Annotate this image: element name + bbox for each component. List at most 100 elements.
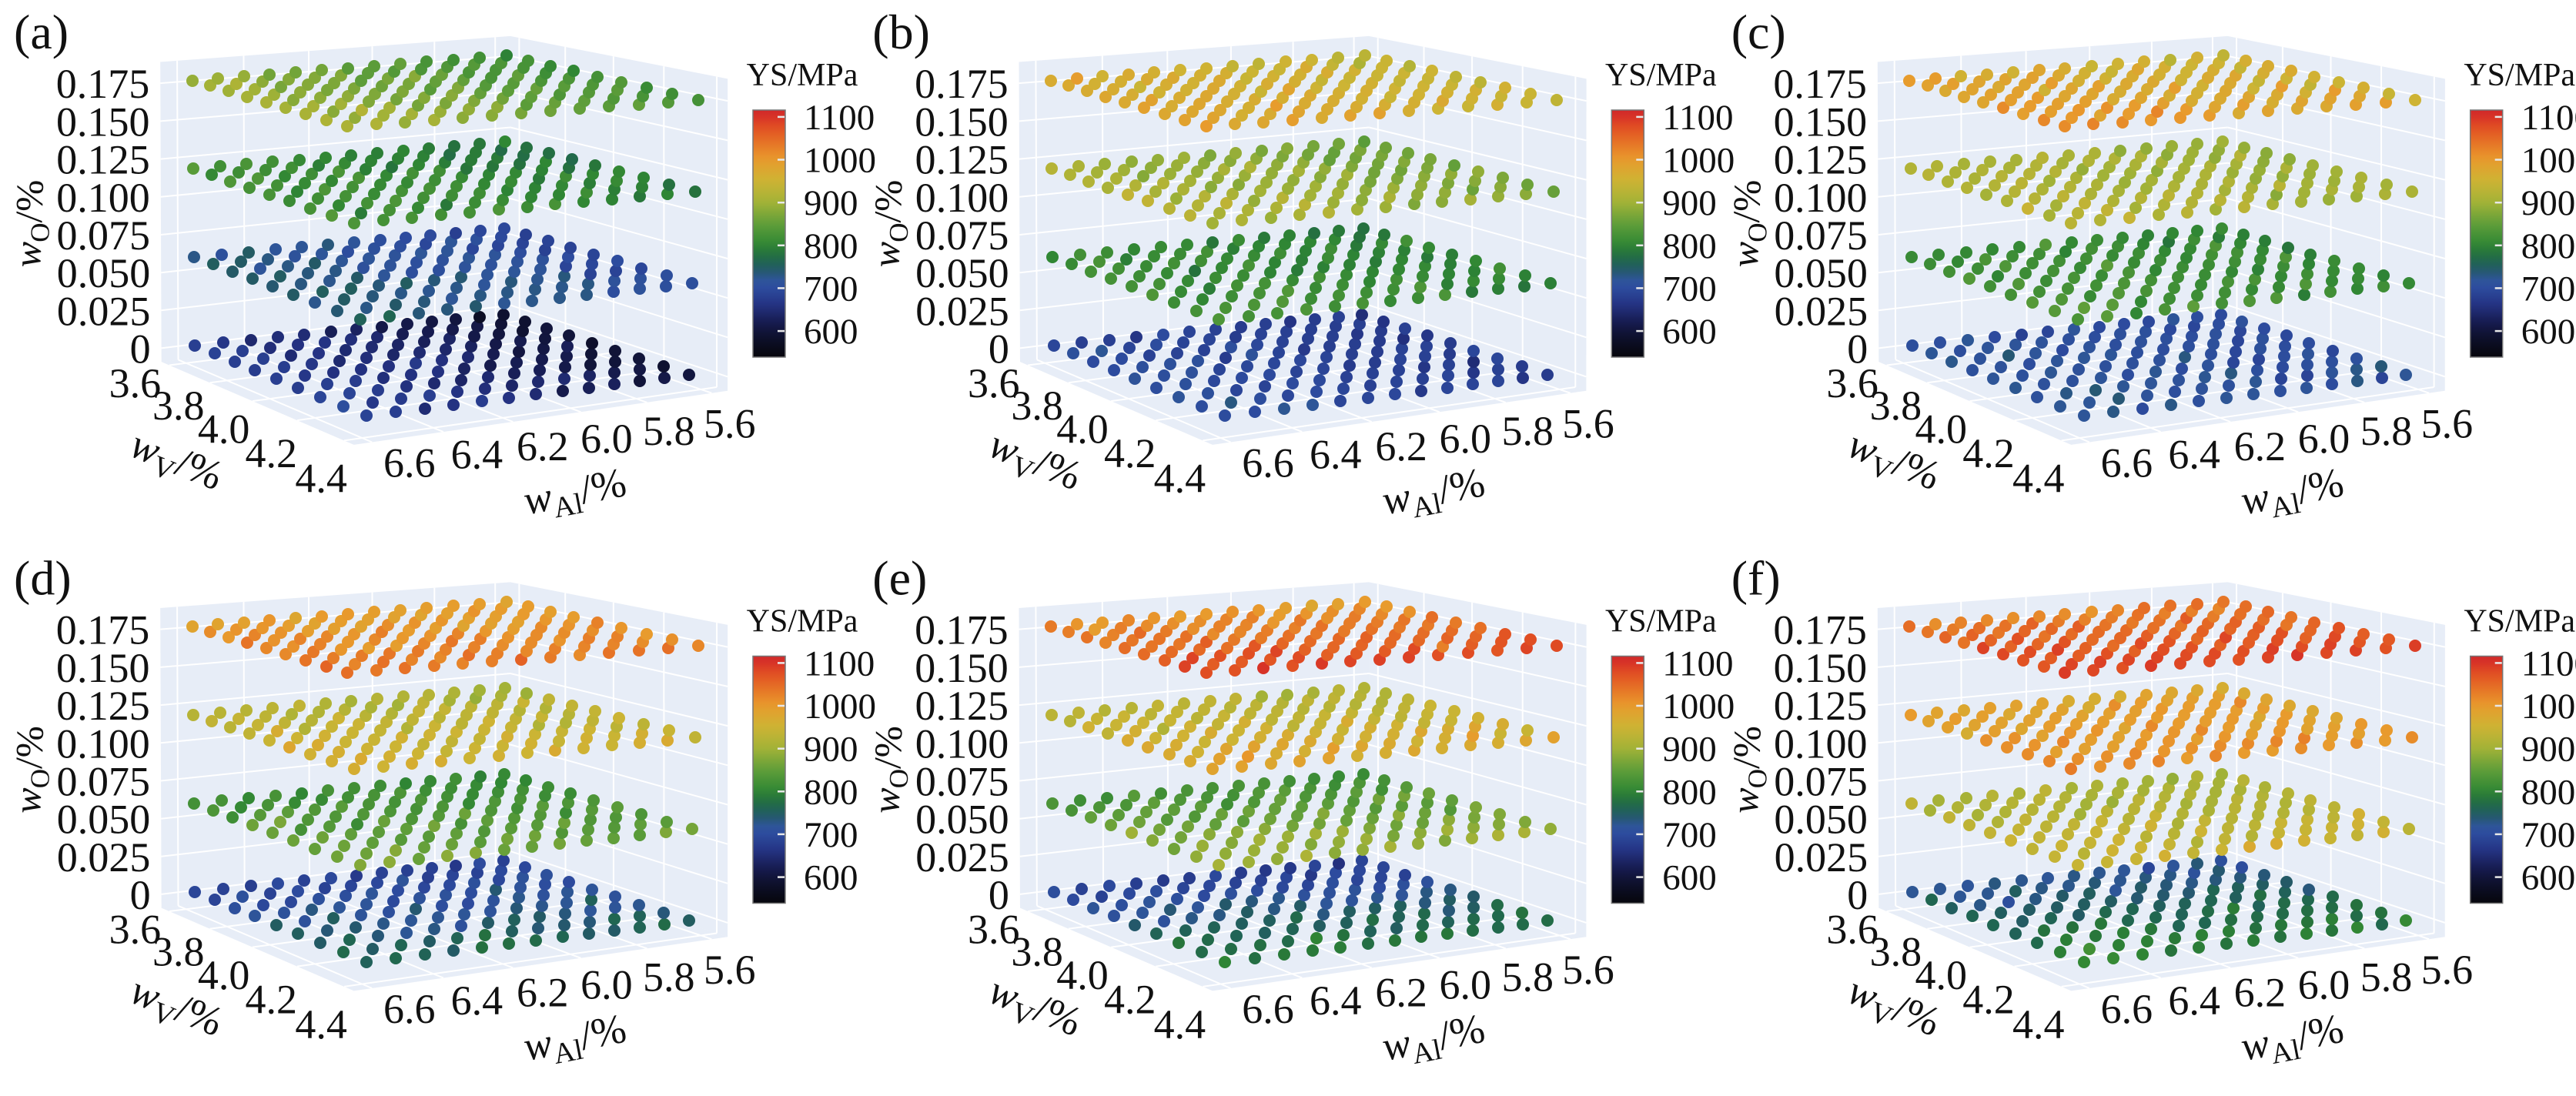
svg-text:0.125: 0.125 bbox=[915, 683, 1009, 729]
svg-text:4.0: 4.0 bbox=[1056, 952, 1109, 998]
svg-text:0.125: 0.125 bbox=[1774, 683, 1868, 729]
svg-text:3.6: 3.6 bbox=[109, 906, 162, 952]
svg-text:5.6: 5.6 bbox=[704, 400, 756, 446]
svg-text:6.6: 6.6 bbox=[2101, 440, 2153, 486]
svg-text:600: 600 bbox=[1662, 858, 1717, 898]
svg-text:4.4: 4.4 bbox=[295, 1001, 347, 1048]
svg-text:(a): (a) bbox=[14, 5, 69, 59]
svg-text:0: 0 bbox=[130, 872, 151, 918]
svg-text:0.125: 0.125 bbox=[915, 137, 1009, 183]
svg-text:0.100: 0.100 bbox=[915, 720, 1009, 767]
svg-text:5.8: 5.8 bbox=[643, 408, 695, 454]
svg-text:900: 900 bbox=[1662, 183, 1717, 223]
svg-text:(b): (b) bbox=[872, 5, 930, 59]
svg-text:6.6: 6.6 bbox=[383, 440, 436, 486]
svg-text:3.6: 3.6 bbox=[968, 906, 1020, 952]
svg-text:3.8: 3.8 bbox=[1011, 383, 1063, 429]
svg-text:0.175: 0.175 bbox=[56, 61, 150, 107]
svg-text:3.8: 3.8 bbox=[152, 929, 205, 975]
svg-text:0.100: 0.100 bbox=[1774, 175, 1868, 221]
svg-text:0.075: 0.075 bbox=[57, 759, 151, 805]
svg-text:700: 700 bbox=[804, 269, 858, 309]
svg-text:4.2: 4.2 bbox=[1962, 976, 2015, 1022]
svg-text:5.6: 5.6 bbox=[2421, 947, 2474, 993]
svg-text:5.8: 5.8 bbox=[1501, 408, 1554, 454]
svg-text:0.125: 0.125 bbox=[1774, 137, 1868, 183]
svg-text:6.2: 6.2 bbox=[2234, 970, 2287, 1016]
svg-text:5.8: 5.8 bbox=[2360, 408, 2413, 454]
svg-text:4.4: 4.4 bbox=[2012, 1001, 2065, 1048]
svg-text:0.100: 0.100 bbox=[56, 175, 150, 221]
svg-text:800: 800 bbox=[2521, 226, 2576, 266]
svg-text:600: 600 bbox=[804, 858, 858, 898]
svg-text:0.075: 0.075 bbox=[1774, 759, 1868, 805]
svg-text:0.050: 0.050 bbox=[1774, 797, 1868, 843]
svg-text:0.150: 0.150 bbox=[1774, 645, 1868, 691]
svg-text:0: 0 bbox=[989, 326, 1009, 372]
svg-text:0.075: 0.075 bbox=[57, 212, 151, 259]
svg-text:0.150: 0.150 bbox=[56, 645, 150, 691]
svg-text:1000: 1000 bbox=[804, 687, 876, 727]
svg-text:3.6: 3.6 bbox=[1826, 906, 1878, 952]
svg-text:6.0: 6.0 bbox=[2298, 961, 2350, 1007]
svg-text:0.150: 0.150 bbox=[56, 99, 150, 145]
svg-text:5.6: 5.6 bbox=[704, 947, 756, 993]
svg-text:0.150: 0.150 bbox=[915, 99, 1009, 145]
svg-text:900: 900 bbox=[2521, 730, 2576, 770]
svg-text:0.025: 0.025 bbox=[57, 288, 151, 334]
svg-text:0.150: 0.150 bbox=[1774, 99, 1868, 145]
svg-text:1000: 1000 bbox=[804, 141, 876, 181]
svg-text:0.175: 0.175 bbox=[56, 607, 150, 653]
svg-text:900: 900 bbox=[804, 183, 858, 223]
svg-text:6.4: 6.4 bbox=[1310, 977, 1362, 1024]
svg-text:4.2: 4.2 bbox=[1104, 430, 1156, 476]
svg-text:1000: 1000 bbox=[2521, 141, 2576, 181]
svg-text:0.150: 0.150 bbox=[915, 645, 1009, 691]
svg-text:700: 700 bbox=[2521, 815, 2576, 855]
svg-text:900: 900 bbox=[804, 730, 858, 770]
svg-text:0.025: 0.025 bbox=[1775, 834, 1868, 880]
svg-text:700: 700 bbox=[1662, 815, 1717, 855]
svg-text:YS/MPa: YS/MPa bbox=[747, 58, 858, 93]
svg-text:1100: 1100 bbox=[804, 643, 875, 683]
svg-text:0.050: 0.050 bbox=[57, 250, 151, 296]
svg-text:wAl/%: wAl/% bbox=[520, 1005, 631, 1076]
svg-text:4.4: 4.4 bbox=[2012, 456, 2065, 502]
svg-text:6.6: 6.6 bbox=[2101, 986, 2153, 1032]
svg-text:3.6: 3.6 bbox=[968, 360, 1020, 406]
svg-text:wAl/%: wAl/% bbox=[2237, 1005, 2349, 1076]
svg-text:4.2: 4.2 bbox=[1104, 976, 1156, 1022]
svg-text:3.6: 3.6 bbox=[109, 360, 162, 406]
svg-text:0.175: 0.175 bbox=[1773, 607, 1867, 653]
svg-text:600: 600 bbox=[1662, 312, 1717, 352]
svg-text:0: 0 bbox=[130, 326, 151, 372]
svg-text:0.025: 0.025 bbox=[57, 834, 151, 880]
svg-text:wO/%: wO/% bbox=[864, 725, 915, 814]
svg-text:800: 800 bbox=[804, 226, 858, 266]
svg-text:YS/MPa: YS/MPa bbox=[1605, 58, 1717, 93]
svg-text:900: 900 bbox=[2521, 183, 2576, 223]
svg-text:wAl/%: wAl/% bbox=[1378, 1005, 1490, 1076]
svg-text:4.0: 4.0 bbox=[1915, 952, 1968, 998]
svg-text:6.0: 6.0 bbox=[580, 961, 633, 1007]
svg-text:6.6: 6.6 bbox=[1242, 440, 1294, 486]
svg-text:1100: 1100 bbox=[2521, 643, 2576, 683]
svg-text:4.2: 4.2 bbox=[246, 430, 298, 476]
svg-text:0: 0 bbox=[989, 872, 1009, 918]
svg-text:4.0: 4.0 bbox=[198, 952, 250, 998]
svg-text:(c): (c) bbox=[1731, 5, 1786, 59]
svg-text:700: 700 bbox=[2521, 269, 2576, 309]
svg-text:0.125: 0.125 bbox=[56, 137, 150, 183]
svg-text:5.6: 5.6 bbox=[1562, 400, 1614, 446]
svg-text:6.4: 6.4 bbox=[451, 977, 503, 1024]
svg-text:0.025: 0.025 bbox=[915, 288, 1009, 334]
svg-text:600: 600 bbox=[804, 312, 858, 352]
svg-text:0: 0 bbox=[1847, 326, 1868, 372]
svg-text:6.4: 6.4 bbox=[2168, 977, 2220, 1024]
svg-text:0.075: 0.075 bbox=[915, 212, 1009, 259]
svg-text:6.4: 6.4 bbox=[451, 432, 503, 478]
svg-text:4.2: 4.2 bbox=[1962, 430, 2015, 476]
svg-text:YS/MPa: YS/MPa bbox=[1605, 604, 1717, 640]
svg-text:6.0: 6.0 bbox=[2298, 416, 2350, 462]
svg-text:1000: 1000 bbox=[1662, 141, 1735, 181]
